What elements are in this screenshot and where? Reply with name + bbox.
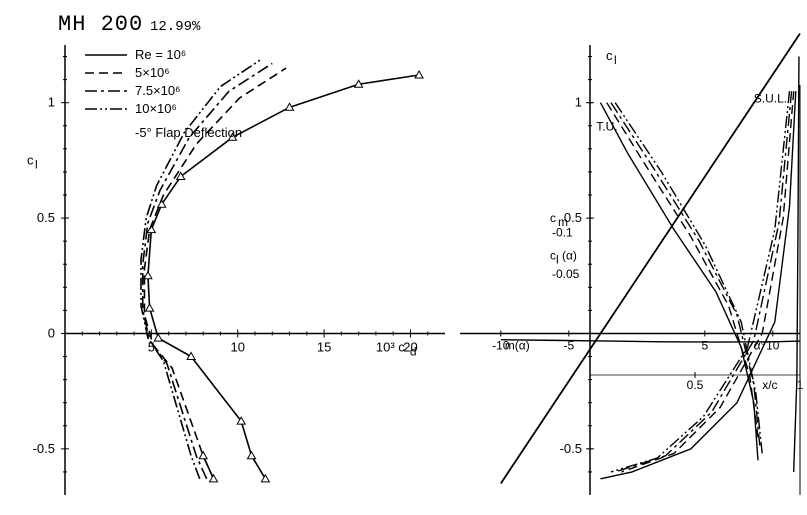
marker-triangle: [146, 304, 154, 311]
svg-text:l: l: [614, 53, 617, 67]
transition-lower: [622, 91, 794, 472]
marker-triangle: [261, 475, 269, 482]
alpha-tick-label: 10: [766, 338, 780, 352]
legend-label: 5×10⁶: [135, 65, 170, 80]
anno-sul: S.U.L.: [754, 92, 787, 106]
marker-triangle: [154, 334, 162, 341]
marker-triangle: [199, 452, 207, 459]
legend-label: 7.5×10⁶: [135, 83, 180, 98]
left-ytick-label: 0.5: [37, 210, 55, 225]
polar-Re10e6: [141, 59, 262, 479]
chart-subtitle: 12.99%: [150, 19, 201, 35]
marker-triangle: [210, 475, 218, 482]
transition-upper: [611, 103, 760, 449]
left-ytick-label: 1: [48, 95, 55, 110]
svg-text:l: l: [556, 253, 559, 267]
legend-note: -5° Flap Deflection: [135, 125, 242, 140]
transition-upper: [601, 103, 759, 461]
right-ytick-label: 1: [575, 95, 582, 110]
svg-text:(α): (α): [562, 249, 577, 263]
left-xtick-label: 10: [230, 339, 244, 354]
marker-triangle: [415, 71, 423, 78]
marker-triangle: [248, 452, 256, 459]
transition-lower: [601, 91, 796, 479]
anno-tu: T.U.: [596, 119, 617, 133]
xc-tick-label: 0.5: [687, 378, 704, 392]
transition-upper: [607, 103, 758, 438]
legend-label: Re = 10⁶: [135, 47, 186, 62]
legend-label: 10×10⁶: [135, 101, 177, 116]
svg-text:d: d: [410, 344, 417, 358]
svg-text:0: 0: [48, 325, 55, 340]
right-ytick-label: -0.5: [560, 441, 582, 456]
alpha-tick-label: 5: [701, 338, 708, 352]
left-ytick-label: -0.5: [33, 441, 55, 456]
marker-triangle: [187, 353, 195, 360]
chart-title: MH 200: [58, 12, 143, 37]
right-ylabel: c: [606, 48, 613, 63]
cm-tick-label: -0.1: [552, 226, 573, 240]
cm-label: c: [550, 211, 556, 225]
left-xtick-label: 15: [317, 339, 331, 354]
left-ylabel: c: [27, 152, 34, 167]
svg-text:l: l: [35, 157, 38, 171]
left-xlabel: 10³ c: [376, 339, 405, 354]
transition-lower: [615, 91, 791, 472]
cm-tick-label: -0.05: [552, 267, 580, 281]
xc-label: x/c: [762, 378, 777, 392]
transition-lower: [611, 91, 790, 472]
airfoil-polar-chart: 5101520-0.500.5110³ cdclMH 20012.99%Re =…: [0, 0, 807, 515]
